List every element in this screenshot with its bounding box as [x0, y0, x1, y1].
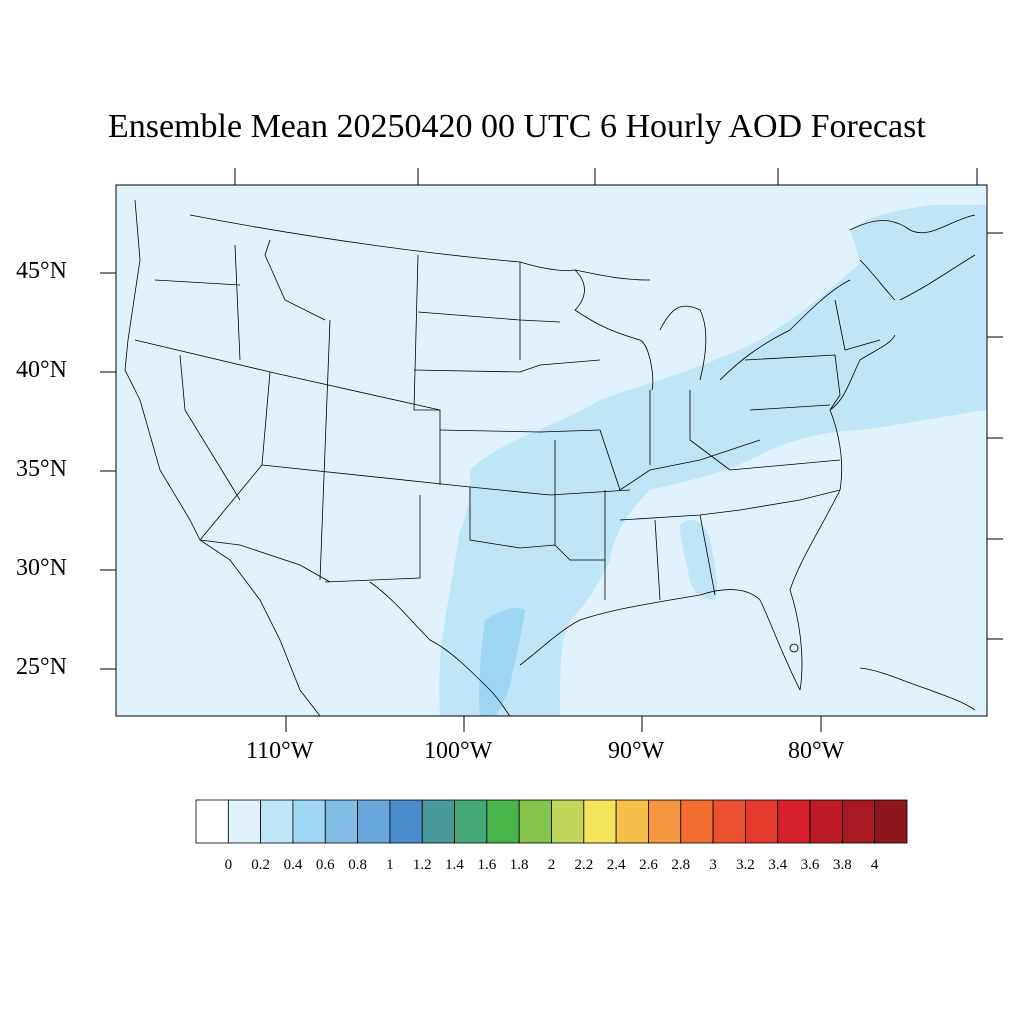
colorbar-tick-label: 1.8: [509, 857, 529, 873]
colorbar-tick-label: 0.6: [315, 857, 335, 873]
aod-plume-0-4-0-6: [479, 608, 525, 716]
colorbar-tick-label: 3.8: [832, 857, 852, 873]
lon-label-100w: 100°W: [424, 738, 493, 764]
colorbar-tick-label: 0.8: [348, 857, 367, 873]
colorbar-box: [712, 799, 746, 844]
colorbar-box: [648, 799, 682, 844]
aod-plume-southeast: [680, 520, 718, 600]
aod-plume-0-2-0-4: [439, 205, 987, 716]
colorbar-tick-label: 2: [547, 857, 556, 873]
lat-label-25n: 25°N: [16, 654, 67, 680]
top-ticks: [234, 168, 978, 185]
colorbar-box: [809, 799, 843, 844]
colorbar-box: [841, 799, 876, 844]
colorbar-box: [389, 799, 423, 844]
colorbar-tick-label: 1.2: [412, 857, 432, 873]
colorbar-box: [357, 799, 391, 844]
colorbar-box: [518, 799, 552, 844]
map-frame: [115, 184, 988, 717]
right-ticks: [987, 232, 1003, 640]
colorbar-tick-label: 2.2: [574, 857, 594, 873]
left-ticks: [100, 272, 116, 670]
colorbar-box: [486, 799, 520, 844]
colorbar-tick-label: 0.2: [251, 857, 270, 873]
boundaries: [124, 199, 976, 716]
colorbar-tick-label: 3: [709, 857, 717, 873]
colorbar-box: [777, 799, 811, 844]
lon-label-80w: 80°W: [788, 738, 845, 764]
colorbar-box: [227, 799, 262, 844]
colorbar-box: [421, 799, 455, 844]
lat-label-45n: 45°N: [16, 258, 67, 284]
colorbar-box: [324, 799, 358, 844]
colorbar-tick-label: 1.6: [477, 857, 497, 873]
colorbar-tick-label: 3.2: [736, 857, 755, 873]
colorbar-box: [745, 799, 779, 844]
colorbar-tick-label: 2.4: [606, 857, 626, 873]
colorbar-box: [615, 799, 649, 844]
colorbar-tick-label: 1: [386, 857, 394, 873]
colorbar-tick-label: 2.8: [671, 857, 691, 873]
colorbar-tick-label: 2.6: [639, 857, 658, 873]
bottom-ticks: [285, 716, 822, 732]
lat-label-30n: 30°N: [16, 555, 67, 581]
lake-okeechobee: [789, 643, 799, 653]
aod-plume-northeast: [850, 205, 987, 332]
colorbar-tick-label: 3.4: [768, 857, 788, 873]
lon-label-110w: 110°W: [246, 738, 314, 764]
colorbar-box: [680, 799, 714, 844]
colorbar-box: [551, 799, 585, 844]
lat-label-40n: 40°N: [16, 357, 67, 383]
colorbar-tick-label: 1.4: [445, 857, 464, 873]
colorbar-box: [454, 799, 488, 844]
colorbar-box: [195, 799, 229, 844]
colorbar-tick-label: 4: [870, 857, 879, 873]
colorbar-tick-label: 0: [224, 857, 233, 873]
cuba-outline: [859, 667, 976, 711]
colorbar-box: [583, 799, 617, 844]
colorbar-tick-label: 3.6: [800, 857, 820, 873]
colorbar-tick-label: 0.4: [283, 857, 303, 873]
map-title: Ensemble Mean 20250420 00 UTC 6 Hourly A…: [108, 108, 926, 145]
colorbar-box: [292, 799, 326, 844]
colorbar-box: [260, 799, 294, 844]
colorbar-box: [874, 799, 908, 844]
lon-label-90w: 90°W: [608, 738, 665, 764]
lat-label-35n: 35°N: [16, 456, 67, 482]
